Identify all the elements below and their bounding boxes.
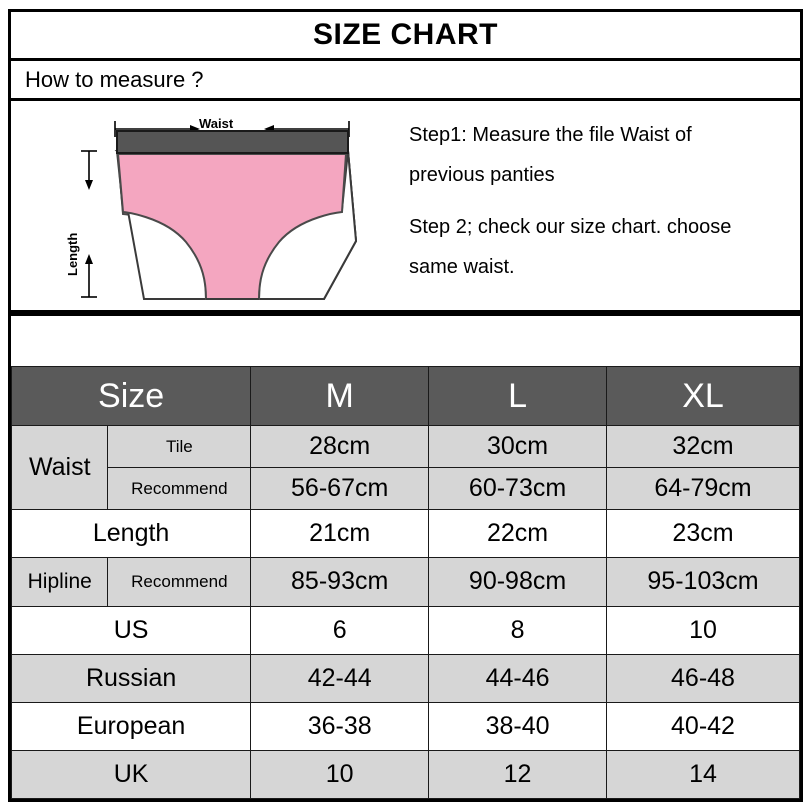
header-size-xl: XL (606, 365, 800, 427)
cell-russian-xl: 46-48 (606, 653, 800, 703)
step-line-4: same waist. (409, 256, 515, 278)
cell-european-xl: 40-42 (606, 701, 800, 751)
cell-waist-recommend-l: 60-73cm (428, 467, 607, 511)
table-row: Recommend 56-67cm 60-73cm 64-79cm (12, 467, 800, 511)
table-row: European 36-38 38-40 40-42 (10, 701, 800, 751)
length-dimension-line (81, 150, 97, 298)
waist-dimension-line (114, 121, 350, 137)
cell-waist-recommend-m: 56-67cm (250, 467, 430, 511)
measure-steps: Step1: Measure the file Waist of previou… (409, 115, 799, 287)
header-size-label: Size (10, 365, 252, 427)
step-line-2: previous panties (409, 164, 555, 186)
size-table-wrap: Size M L XL Waist Tile 28cm 30cm 32cm Re… (8, 365, 803, 802)
row-label-european: European (10, 701, 252, 751)
table-header-row: Size M L XL (10, 365, 800, 427)
table-row: US 6 8 10 (10, 605, 800, 655)
length-dimension-label: Length (65, 232, 80, 276)
table-row: Length 21cm 22cm 23cm (10, 509, 800, 559)
step-line-3: Step 2; check our size chart. choose (409, 216, 732, 238)
cell-hipline-m: 85-93cm (250, 557, 430, 607)
cell-russian-m: 42-44 (250, 653, 430, 703)
cell-waist-tile-xl: 32cm (606, 425, 800, 469)
page-title: SIZE CHART (313, 18, 498, 51)
cell-uk-m: 10 (250, 749, 430, 800)
waist-dimension-label: Waist (199, 116, 234, 131)
spacer-band (8, 313, 803, 366)
row-label-waist: Waist (10, 425, 109, 511)
how-to-measure-band: How to measure ? (8, 58, 803, 101)
cell-russian-l: 44-46 (428, 653, 607, 703)
size-table: Size M L XL Waist Tile 28cm 30cm 32cm Re… (10, 365, 800, 800)
cell-european-l: 38-40 (428, 701, 607, 751)
cell-length-xl: 23cm (606, 509, 800, 559)
cell-uk-xl: 14 (606, 749, 800, 800)
row-sublabel-hipline-recommend: Recommend (107, 557, 252, 607)
panty-diagram (81, 121, 358, 300)
cell-us-l: 8 (428, 605, 607, 655)
cell-hipline-xl: 95-103cm (606, 557, 800, 607)
table-row: Hipline Recommend 85-93cm 90-98cm 95-103… (10, 557, 800, 607)
cell-hipline-l: 90-98cm (428, 557, 607, 607)
cell-waist-tile-l: 30cm (428, 425, 607, 469)
row-label-length: Length (10, 509, 252, 559)
cell-european-m: 36-38 (250, 701, 430, 751)
row-label-russian: Russian (10, 653, 252, 703)
row-label-uk: UK (10, 749, 252, 800)
header-size-m: M (250, 365, 430, 427)
step-line-1: Step1: Measure the file Waist of (409, 124, 692, 146)
cell-us-xl: 10 (606, 605, 800, 655)
cell-waist-tile-m: 28cm (250, 425, 430, 469)
table-row: Russian 42-44 44-46 46-48 (10, 653, 800, 703)
row-sublabel-waist-recommend: Recommend (107, 467, 252, 511)
title-band: SIZE CHART (8, 9, 803, 58)
row-sublabel-tile: Tile (107, 425, 252, 469)
cell-us-m: 6 (250, 605, 430, 655)
how-to-measure-label: How to measure ? (25, 66, 204, 92)
row-label-hipline: Hipline (10, 557, 109, 607)
cell-length-l: 22cm (428, 509, 607, 559)
table-row: UK 10 12 14 (10, 749, 800, 800)
table-row: Waist Tile 28cm 30cm 32cm (10, 425, 800, 511)
row-label-us: US (10, 605, 252, 655)
cell-waist-recommend-xl: 64-79cm (606, 467, 800, 511)
cell-uk-l: 12 (428, 749, 607, 800)
diagram-band: Waist Length Step1: Measure the file Wai… (8, 101, 803, 313)
header-size-l: L (428, 365, 607, 427)
cell-length-m: 21cm (250, 509, 430, 559)
